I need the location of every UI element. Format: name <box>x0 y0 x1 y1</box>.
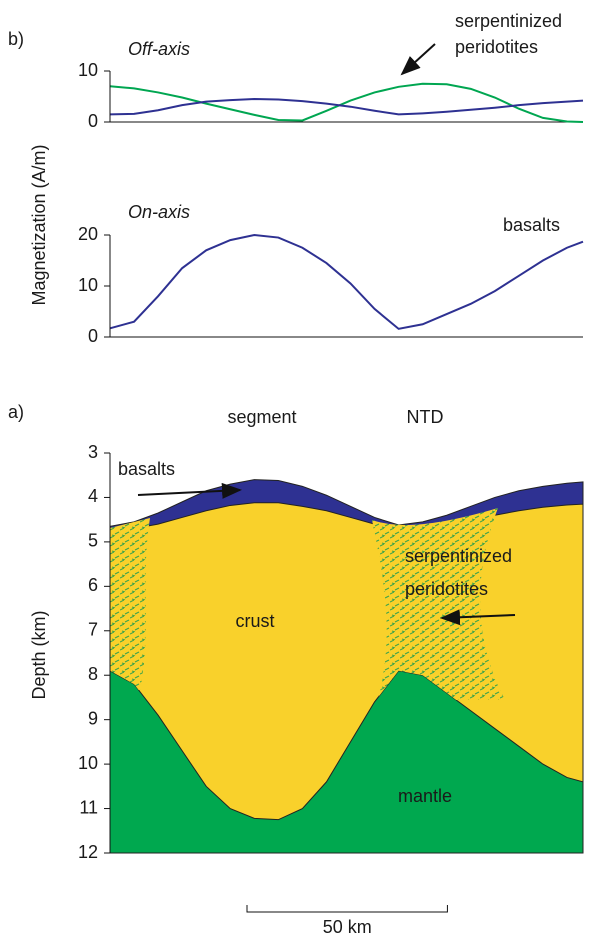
annotation: peridotites <box>405 579 488 599</box>
arrow <box>137 482 242 499</box>
y-tick-label: 10 <box>78 753 98 773</box>
y-axis-label: Depth (km) <box>29 610 49 699</box>
y-tick-label: 6 <box>88 575 98 595</box>
hatch-zone <box>372 508 505 700</box>
y-tick-label: 7 <box>88 620 98 640</box>
y-tick-label: 3 <box>88 442 98 462</box>
y-tick-label: 4 <box>88 486 98 506</box>
y-tick-label: 20 <box>78 224 98 244</box>
y-tick-label: 0 <box>88 326 98 346</box>
scale-bar <box>246 905 448 913</box>
data-line <box>109 233 584 330</box>
y-tick-label: 9 <box>88 708 98 728</box>
y-tick-label: 10 <box>78 60 98 80</box>
column-label: NTD <box>407 407 444 427</box>
scale-bar-label: 50 km <box>323 917 372 937</box>
annotation: serpentinized <box>405 546 512 566</box>
data-line <box>109 82 584 123</box>
serpentinized-zones <box>110 508 505 700</box>
arrow <box>440 609 516 626</box>
plots: 0 10 0 10 20 3 4 5 6 7 8 9 10 11 12 <box>78 60 584 862</box>
y-axis-label: Magnetization (A/m) <box>29 144 49 305</box>
annotation: peridotites <box>455 37 538 57</box>
y-tick-label: 10 <box>78 275 98 295</box>
y-tick-label: 12 <box>78 842 98 862</box>
annotation: serpentinized <box>455 11 562 31</box>
y-tick-label: 11 <box>79 797 98 817</box>
y-tick-label: 5 <box>88 531 98 551</box>
y-tick-label: 0 <box>88 111 98 131</box>
y-tick-label: 8 <box>88 664 98 684</box>
series-label: crust <box>235 611 274 631</box>
arrow <box>400 43 436 76</box>
series-label: basalts <box>118 459 175 479</box>
column-label: segment <box>227 407 296 427</box>
panel-subtitle: On-axis <box>128 202 190 222</box>
panel-subtitle: Off-axis <box>128 39 190 59</box>
data-line <box>109 98 584 116</box>
panel-label: b) <box>8 29 24 49</box>
hatch-zone <box>110 518 150 690</box>
panel-label: a) <box>8 402 24 422</box>
series-label: basalts <box>503 215 560 235</box>
series-label: mantle <box>398 786 452 806</box>
cross-section <box>109 479 584 854</box>
